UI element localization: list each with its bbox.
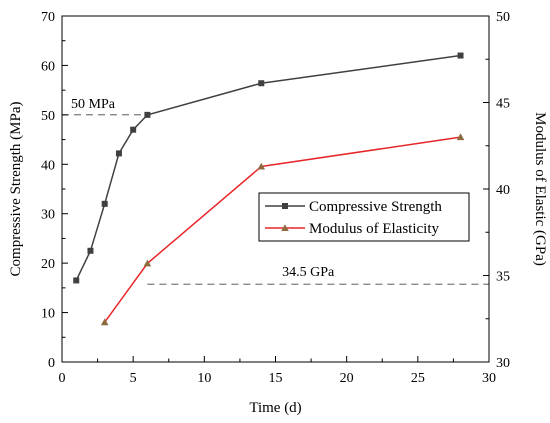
legend-marker-square — [282, 203, 288, 209]
annotation-label-34-5-gpa: 34.5 GPa — [282, 265, 335, 280]
data-point-compressive-strength — [101, 200, 108, 207]
legend-label-compressive-strength: Compressive Strength — [309, 199, 442, 215]
legend-box — [258, 192, 470, 242]
x-tick-label: 25 — [411, 371, 425, 386]
legend-label-modulus-of-elasticity: Modulus of Elasticity — [309, 221, 439, 237]
data-point-modulus-of-elasticity — [100, 318, 109, 326]
x-tick-label: 20 — [340, 371, 354, 386]
y2-tick-label: 35 — [496, 270, 510, 285]
y2-tick-label: 30 — [496, 356, 510, 371]
data-point-compressive-strength — [115, 150, 122, 157]
y-tick-label: 70 — [41, 10, 55, 25]
data-point-compressive-strength — [87, 247, 94, 254]
y-tick-label: 30 — [41, 208, 55, 223]
legend: Compressive Strength Modulus of Elastici… — [258, 192, 470, 242]
x-tick-label: 30 — [482, 371, 496, 386]
x-tick-label: 0 — [59, 371, 66, 386]
x-tick-label: 15 — [269, 371, 283, 386]
y-axis-title: Compressive Strength (MPa) — [8, 102, 24, 277]
series-line-modulus-of-elasticity — [104, 136, 461, 323]
data-point-compressive-strength — [457, 52, 464, 59]
legend-marker-triangle — [281, 224, 289, 232]
ticks-layer: 0 5 10 15 20 25 30 0 10 20 30 40 50 60 70 30 35 40 45 50 — [41, 10, 510, 386]
y-tick-label: 60 — [41, 59, 55, 74]
y-tick-label: 20 — [41, 257, 55, 272]
series-layer — [73, 52, 465, 326]
data-point-modulus-of-elasticity — [456, 133, 465, 141]
x-axis-title: Time (d) — [249, 400, 301, 416]
y2-axis-title: Modulus of Elastic (GPa) — [532, 112, 548, 266]
data-point-modulus-of-elasticity — [143, 259, 152, 267]
y-tick-label: 0 — [48, 356, 55, 371]
y-tick-label: 10 — [41, 307, 55, 322]
y-tick-label: 50 — [41, 109, 55, 124]
data-point-compressive-strength — [144, 111, 151, 118]
data-point-compressive-strength — [258, 80, 265, 87]
data-point-compressive-strength — [130, 126, 137, 133]
y2-tick-label: 40 — [496, 183, 510, 198]
annotation-label-50-mpa: 50 MPa — [71, 97, 116, 112]
data-point-compressive-strength — [73, 277, 80, 284]
x-tick-label: 10 — [197, 371, 211, 386]
y-tick-label: 40 — [41, 158, 55, 173]
data-point-modulus-of-elasticity — [257, 162, 266, 170]
annotations-layer: 50 MPa 34.5 GPa — [62, 97, 489, 285]
series-line-compressive-strength — [75, 54, 461, 281]
y2-tick-label: 45 — [496, 97, 510, 112]
y2-tick-label: 50 — [496, 10, 510, 25]
x-tick-label: 5 — [130, 371, 137, 386]
